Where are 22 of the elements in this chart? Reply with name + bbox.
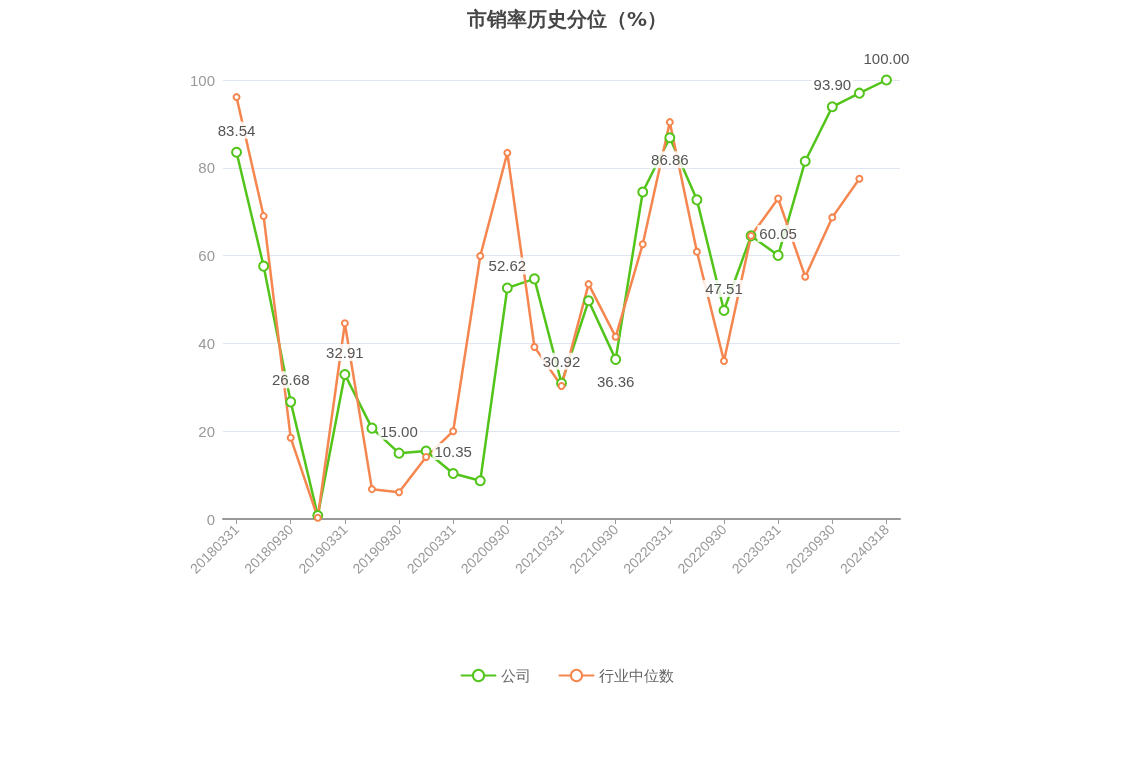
- y-tick-label: 20: [198, 422, 215, 440]
- data-label: 30.92: [542, 352, 581, 370]
- data-label: 86.86: [651, 151, 689, 169]
- y-tick-label: 80: [198, 159, 215, 177]
- data-label: 32.91: [326, 344, 364, 362]
- data-label: 26.68: [271, 371, 310, 389]
- legend-label: 公司: [500, 667, 531, 684]
- data-label: 36.36: [596, 372, 635, 390]
- data-label: 93.90: [813, 76, 852, 94]
- data-label: 15.00: [380, 422, 418, 440]
- y-tick-label: 100: [189, 71, 215, 89]
- data-label: 60.05: [759, 224, 797, 242]
- y-tick-label: 60: [198, 247, 215, 265]
- data-label: 100.00: [863, 49, 910, 67]
- legend-label: 行业中位数: [598, 667, 674, 684]
- y-tick-label: 40: [198, 334, 215, 352]
- data-label: 52.62: [488, 257, 527, 275]
- data-label: 83.54: [217, 121, 256, 139]
- data-label: 47.51: [705, 279, 743, 297]
- y-tick-label: 0: [206, 510, 215, 528]
- data-label: 10.35: [434, 443, 472, 461]
- chart-title: 市销率历史分位（%）: [465, 7, 668, 31]
